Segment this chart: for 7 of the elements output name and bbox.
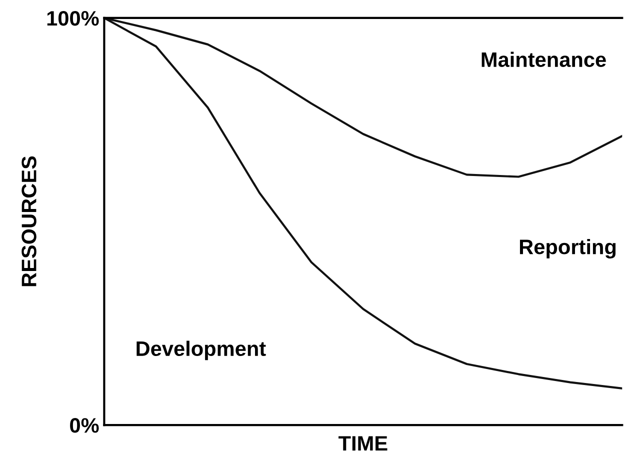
annotation: Maintenance xyxy=(482,52,606,68)
annotation: Development xyxy=(136,340,266,360)
annotation: Reporting xyxy=(520,238,616,258)
y-tick-label: 0% xyxy=(70,418,99,433)
x-axis-title: TIME xyxy=(338,436,388,451)
y-axis-title: RESOURCES xyxy=(22,156,36,286)
y-tick-label: 100% xyxy=(47,10,99,26)
